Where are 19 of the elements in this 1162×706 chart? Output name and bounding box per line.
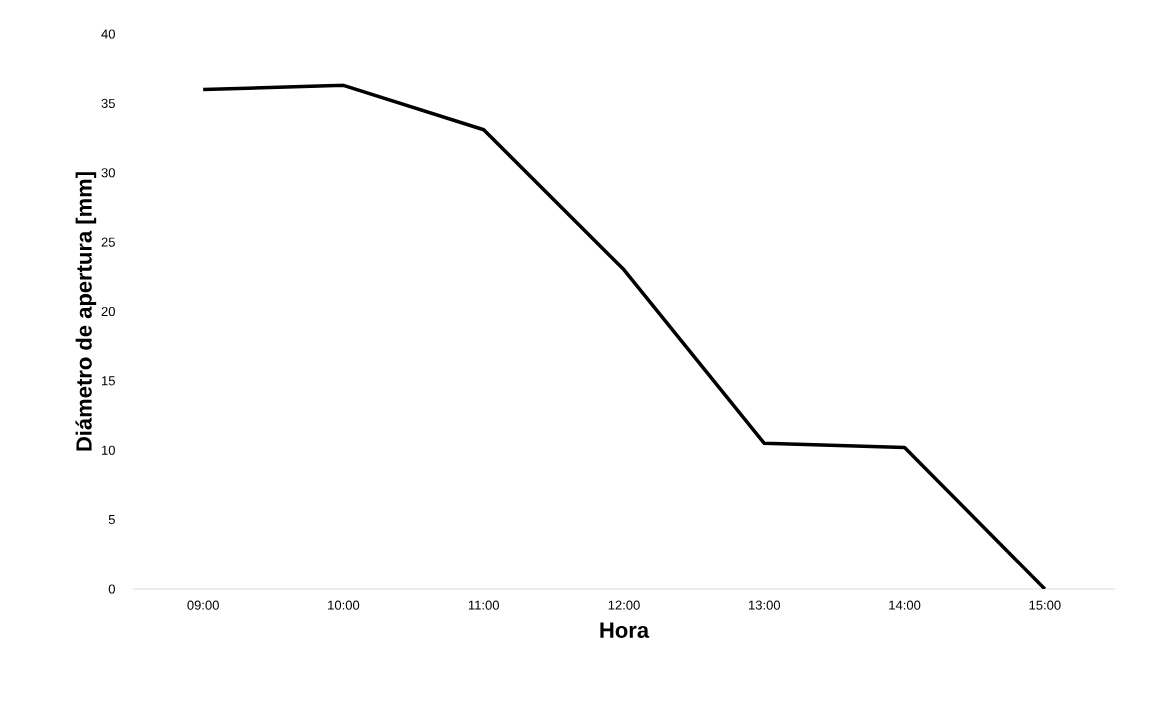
x-tick-label: 13:00 — [749, 600, 781, 610]
y-tick-label: 30 — [101, 168, 115, 178]
y-tick-label: 25 — [101, 237, 115, 247]
y-tick-label: 35 — [101, 98, 115, 108]
y-axis-title: Diámetro de apertura [mm] — [75, 172, 97, 451]
y-tick-label: 15 — [102, 376, 115, 386]
y-tick-label: 10 — [102, 445, 115, 455]
x-tick-label: 15:00 — [1029, 600, 1061, 610]
y-tick-label: 0 — [108, 584, 115, 594]
line-series — [201, 83, 1047, 589]
x-tick-label: 11:00 — [468, 600, 499, 610]
x-tick-label: 12:00 — [608, 600, 640, 610]
y-tick-label: 40 — [101, 29, 115, 39]
x-tick-label: 14:00 — [889, 600, 921, 610]
y-tick-label: 20 — [101, 306, 115, 317]
x-axis-title: Hora — [600, 622, 650, 638]
x-tick-label: 09:00 — [187, 600, 219, 610]
y-tick-label: 5 — [108, 515, 115, 525]
x-tick-label: 10:00 — [328, 600, 360, 610]
